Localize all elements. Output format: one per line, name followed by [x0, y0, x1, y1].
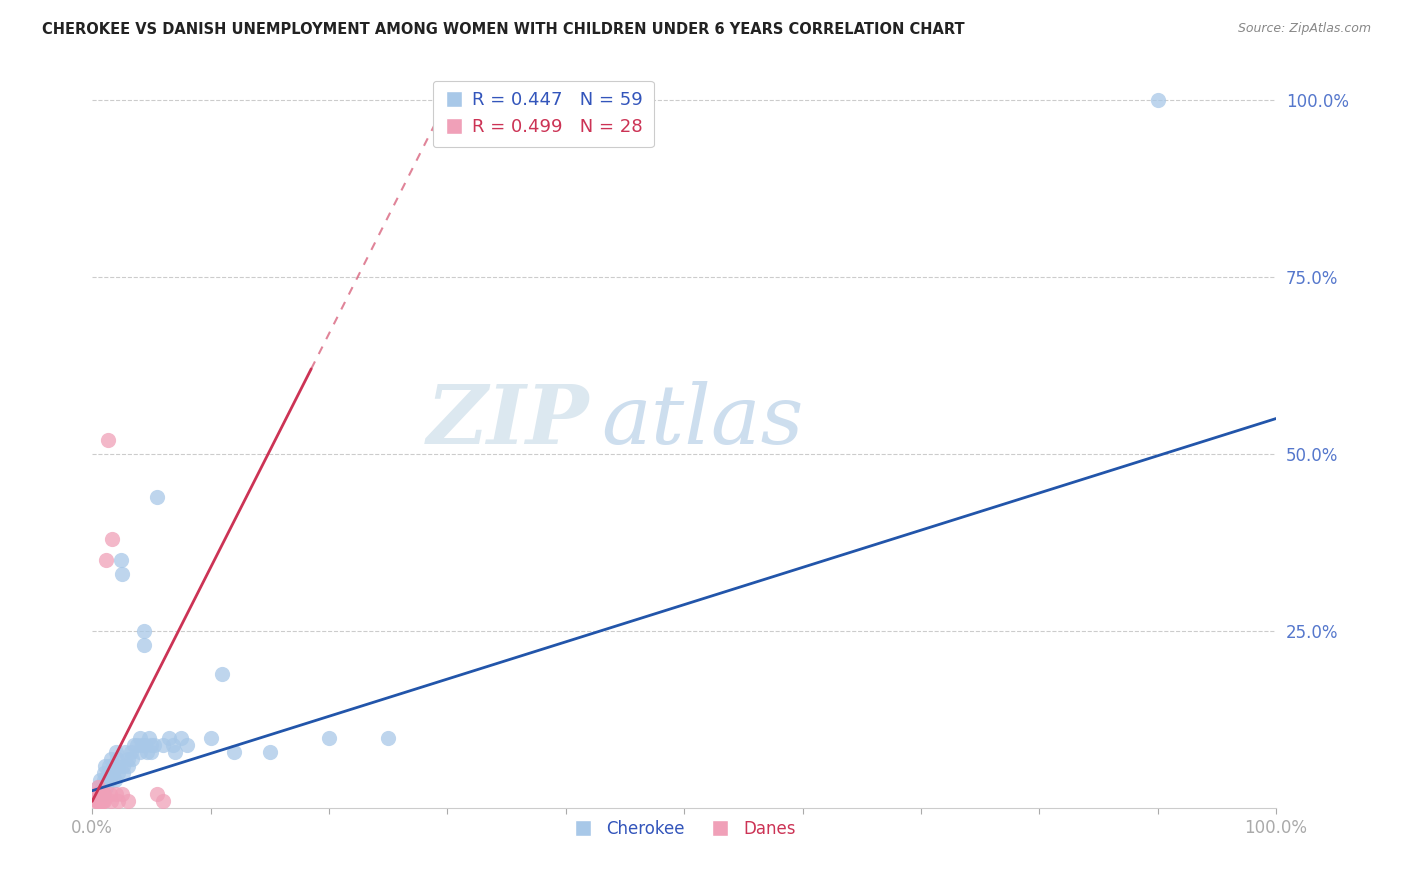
Point [89, 794, 111, 808]
Point [89, 773, 111, 788]
Point [93, 773, 115, 788]
Point [1146, 93, 1168, 107]
Text: CHEROKEE VS DANISH UNEMPLOYMENT AMONG WOMEN WITH CHILDREN UNDER 6 YEARS CORRELAT: CHEROKEE VS DANISH UNEMPLOYMENT AMONG WO… [42, 22, 965, 37]
Point [200, 731, 222, 745]
Point [98, 766, 121, 780]
Point [86, 787, 108, 801]
Point [103, 759, 125, 773]
Point [211, 666, 233, 681]
Point [318, 731, 340, 745]
Text: atlas: atlas [602, 382, 804, 461]
Point [141, 745, 163, 759]
Point [93, 787, 115, 801]
Point [110, 553, 132, 567]
Point [87, 787, 110, 801]
Point [104, 745, 127, 759]
Point [157, 731, 180, 745]
Point [87, 787, 110, 801]
Point [152, 738, 174, 752]
Point [134, 639, 156, 653]
Point [91, 794, 114, 808]
Point [138, 731, 160, 745]
Point [165, 745, 187, 759]
Point [98, 773, 121, 788]
Point [162, 738, 184, 752]
Point [107, 794, 129, 808]
Point [100, 752, 122, 766]
Point [105, 752, 128, 766]
Point [170, 731, 193, 745]
Point [224, 745, 246, 759]
Point [146, 490, 169, 504]
Point [89, 794, 111, 808]
Point [114, 745, 136, 759]
Point [93, 766, 115, 780]
Point [100, 794, 122, 808]
Point [90, 794, 112, 808]
Point [89, 787, 111, 801]
Point [97, 433, 120, 447]
Point [146, 787, 169, 801]
Point [104, 773, 127, 788]
Point [86, 794, 108, 808]
Point [128, 745, 150, 759]
Point [117, 752, 139, 766]
Point [87, 780, 110, 794]
Point [90, 787, 112, 801]
Point [98, 787, 121, 801]
Point [128, 731, 150, 745]
Point [90, 780, 112, 794]
Point [134, 738, 156, 752]
Point [94, 759, 117, 773]
Point [259, 745, 281, 759]
Point [96, 553, 118, 567]
Point [96, 780, 118, 794]
Point [104, 787, 127, 801]
Point [96, 773, 118, 788]
Point [111, 567, 134, 582]
Point [87, 794, 110, 808]
Point [120, 745, 142, 759]
Point [84, 794, 107, 808]
Point [107, 759, 129, 773]
Point [111, 759, 134, 773]
Point [135, 745, 157, 759]
Point [141, 738, 163, 752]
Point [176, 738, 198, 752]
Legend: Cherokee, Danes: Cherokee, Danes [567, 814, 803, 845]
Point [127, 738, 149, 752]
Point [377, 731, 399, 745]
Point [142, 738, 165, 752]
Point [103, 766, 125, 780]
Text: Source: ZipAtlas.com: Source: ZipAtlas.com [1237, 22, 1371, 36]
Point [111, 766, 134, 780]
Point [97, 766, 120, 780]
Point [107, 766, 129, 780]
Point [121, 752, 143, 766]
Point [89, 787, 111, 801]
Point [91, 787, 114, 801]
Point [84, 787, 107, 801]
Point [134, 624, 156, 639]
Point [87, 780, 110, 794]
Text: ZIP: ZIP [427, 382, 589, 461]
Point [97, 759, 120, 773]
Point [101, 766, 124, 780]
Point [117, 794, 139, 808]
Point [111, 787, 134, 801]
Point [122, 738, 145, 752]
Point [101, 532, 124, 546]
Point [117, 759, 139, 773]
Point [131, 738, 153, 752]
Point [91, 787, 114, 801]
Point [152, 794, 174, 808]
Point [93, 794, 115, 808]
